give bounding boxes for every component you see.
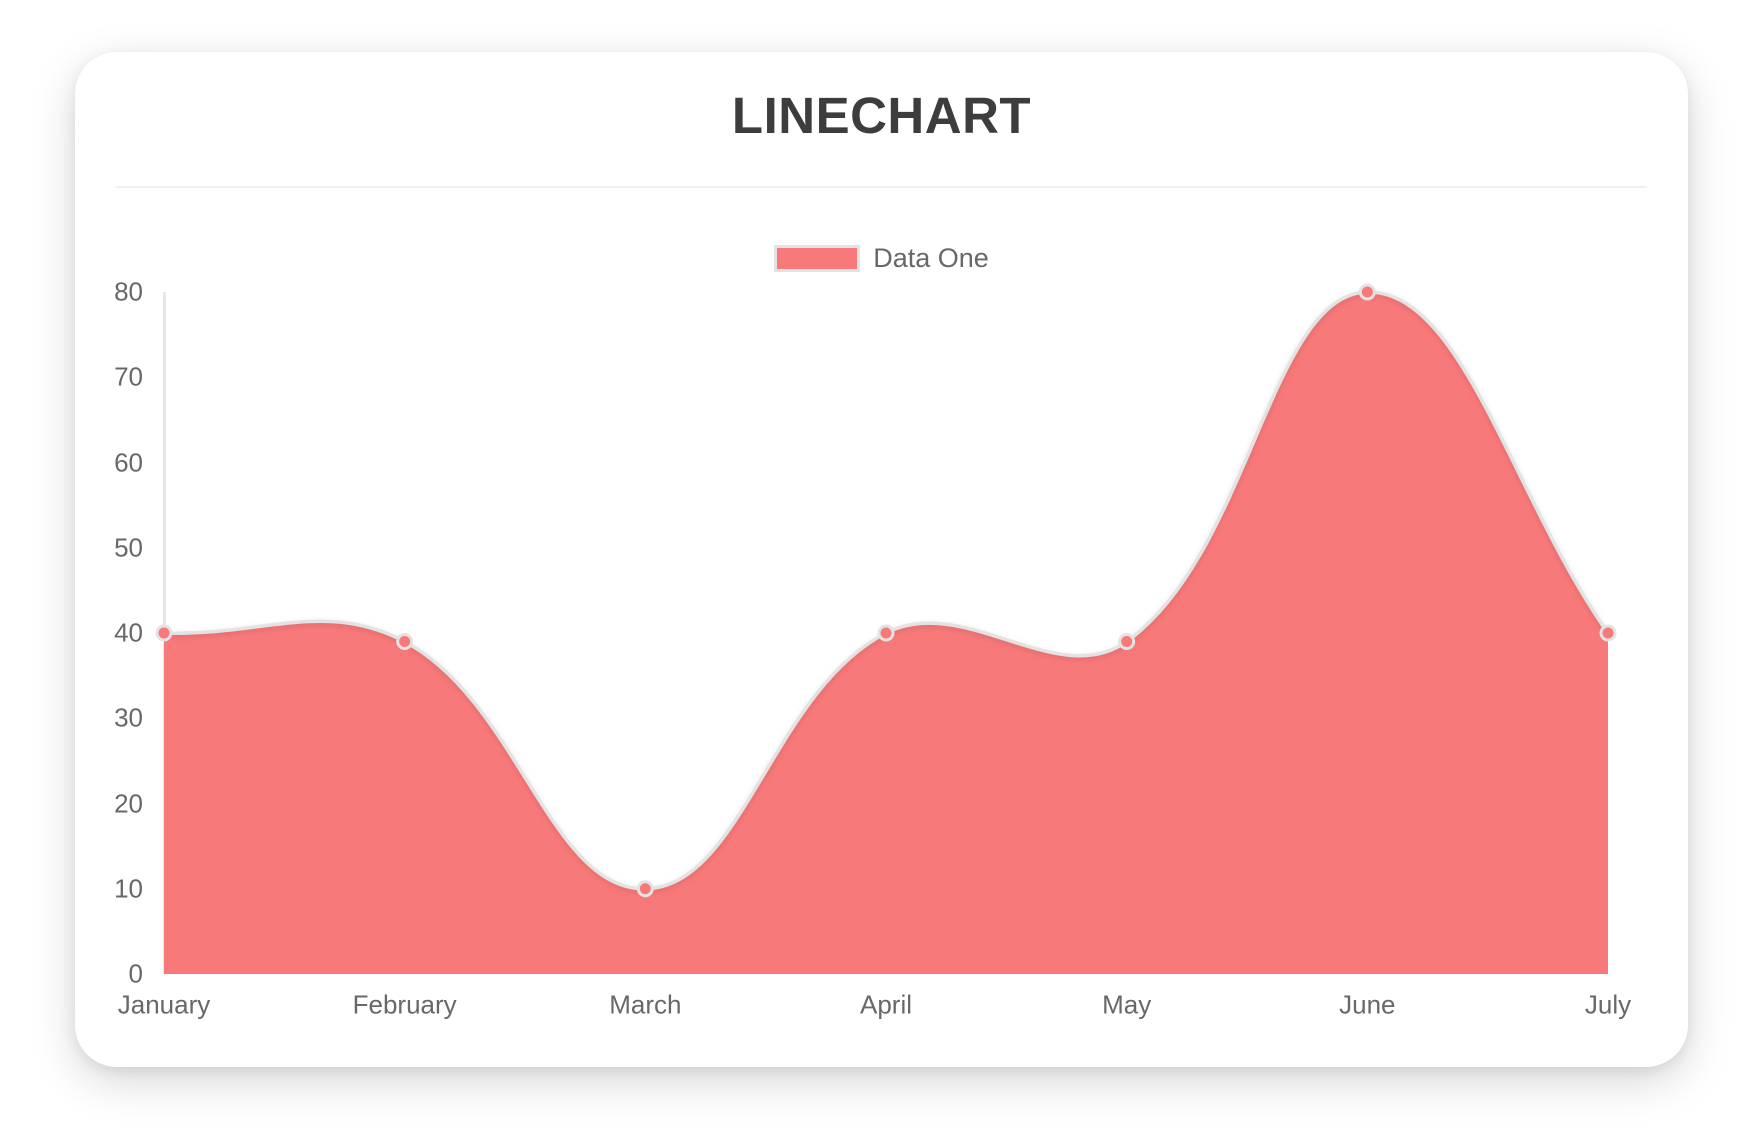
line-chart-plot bbox=[155, 283, 1617, 974]
data-point-may[interactable] bbox=[1118, 633, 1136, 651]
chart-card: LINECHART Data One 0 10 20 30 40 50 60 70 80 Jan… bbox=[75, 52, 1688, 1067]
data-point-march[interactable] bbox=[636, 880, 654, 898]
y-tick-40: 40 bbox=[114, 617, 143, 648]
data-point-april[interactable] bbox=[877, 624, 895, 642]
y-tick-20: 20 bbox=[114, 788, 143, 818]
legend-label: Data One bbox=[873, 243, 989, 273]
x-tick-march: March bbox=[609, 989, 682, 1020]
y-tick-30: 30 bbox=[114, 702, 143, 733]
x-tick-february: February bbox=[352, 989, 457, 1020]
chart-title: LINECHART bbox=[731, 87, 1032, 144]
title-divider bbox=[116, 186, 1647, 188]
y-tick-0: 0 bbox=[128, 958, 143, 989]
y-tick-70: 70 bbox=[114, 361, 143, 392]
y-tick-50: 50 bbox=[114, 532, 143, 563]
y-tick-80: 80 bbox=[114, 276, 143, 307]
data-point-february[interactable] bbox=[396, 633, 414, 651]
x-tick-july: July bbox=[1584, 989, 1632, 1020]
y-tick-10: 10 bbox=[114, 873, 143, 904]
x-tick-may: May bbox=[1102, 989, 1152, 1020]
area-fill bbox=[164, 291, 1608, 974]
y-tick-60: 60 bbox=[114, 447, 143, 477]
data-line bbox=[162, 290, 1610, 891]
data-point-july[interactable] bbox=[1599, 624, 1617, 642]
x-tick-june: June bbox=[1339, 989, 1396, 1020]
legend-item-data-one[interactable]: Data One bbox=[75, 243, 1688, 274]
data-point-january[interactable] bbox=[155, 624, 173, 642]
x-tick-january: January bbox=[117, 989, 211, 1020]
x-tick-april: April bbox=[859, 989, 913, 1020]
legend-swatch-icon bbox=[774, 245, 861, 272]
data-point-june[interactable] bbox=[1358, 283, 1376, 301]
